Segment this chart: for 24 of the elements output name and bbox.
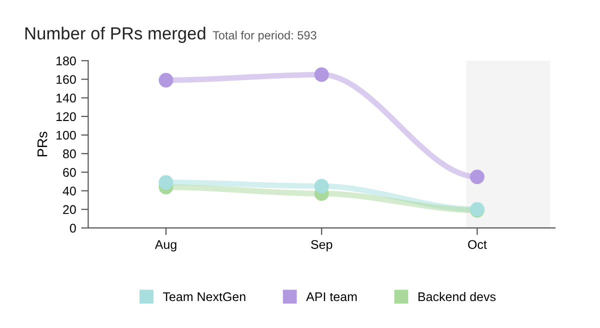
x-tick-label: Sep — [311, 240, 332, 252]
y-tick-label: 60 — [63, 168, 76, 177]
y-tick-label: 100 — [56, 130, 76, 140]
y-tick-label: 160 — [56, 75, 76, 84]
y-tick-label: 20 — [63, 205, 76, 214]
legend-label: Team NextGen — [163, 292, 246, 302]
chart-title: Number of PRs merged — [25, 26, 206, 43]
y-axis-title: PRs — [38, 132, 48, 156]
chart-subtitle: Total for period: 593 — [212, 30, 316, 42]
point — [158, 72, 174, 88]
point — [470, 170, 484, 184]
y-tick-label: 80 — [63, 149, 76, 158]
x-tick-label: Oct — [468, 240, 487, 249]
point — [314, 178, 329, 194]
point — [158, 175, 174, 190]
legend-label: Backend devs — [418, 292, 496, 302]
y-tick-label: 120 — [56, 112, 76, 122]
y-tick-label: 140 — [56, 94, 76, 103]
legend-label: API team — [306, 292, 357, 302]
y-tick-label: 40 — [62, 186, 76, 196]
y-tick-label: 180 — [56, 56, 76, 66]
point — [314, 67, 329, 82]
y-tick-label: 0 — [70, 224, 76, 233]
x-tick-label: Aug — [154, 240, 176, 252]
